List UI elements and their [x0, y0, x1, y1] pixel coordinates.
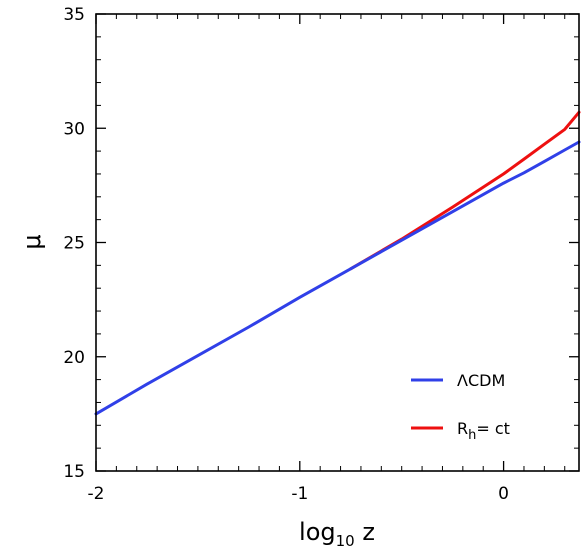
x-axis-title: log10 z [299, 518, 375, 550]
x-axis-title-subscript: 10 [336, 532, 355, 550]
x-tick-label: -2 [88, 484, 105, 504]
y-tick-label: 20 [63, 348, 85, 368]
tick-labels: 15 20 25 30 35 -2 -1 0 [63, 5, 509, 504]
x-tick-label: 0 [498, 484, 509, 504]
ticks [95, 13, 579, 472]
legend: ΛCDM Rh= ct [411, 371, 510, 443]
y-axis-title: μ [18, 234, 46, 249]
x-axis-title-main: log [299, 518, 336, 546]
series-line-lcdm [94, 140, 581, 416]
legend-label-rh-main: R [457, 419, 468, 438]
x-tick-label: -1 [291, 484, 308, 504]
y-tick-label: 30 [63, 119, 85, 139]
y-tick-label: 15 [63, 462, 85, 482]
legend-label-rh-rest: = ct [476, 419, 510, 438]
legend-label-lcdm: ΛCDM [457, 371, 505, 390]
legend-label-rh-subscript: h [468, 428, 476, 443]
x-axis-title-rest: z [355, 518, 375, 546]
y-tick-label: 25 [63, 234, 85, 254]
legend-label-rh: Rh= ct [457, 419, 510, 443]
y-tick-label: 35 [63, 5, 85, 25]
series-lines [94, 110, 581, 416]
plot-frame [95, 13, 580, 472]
